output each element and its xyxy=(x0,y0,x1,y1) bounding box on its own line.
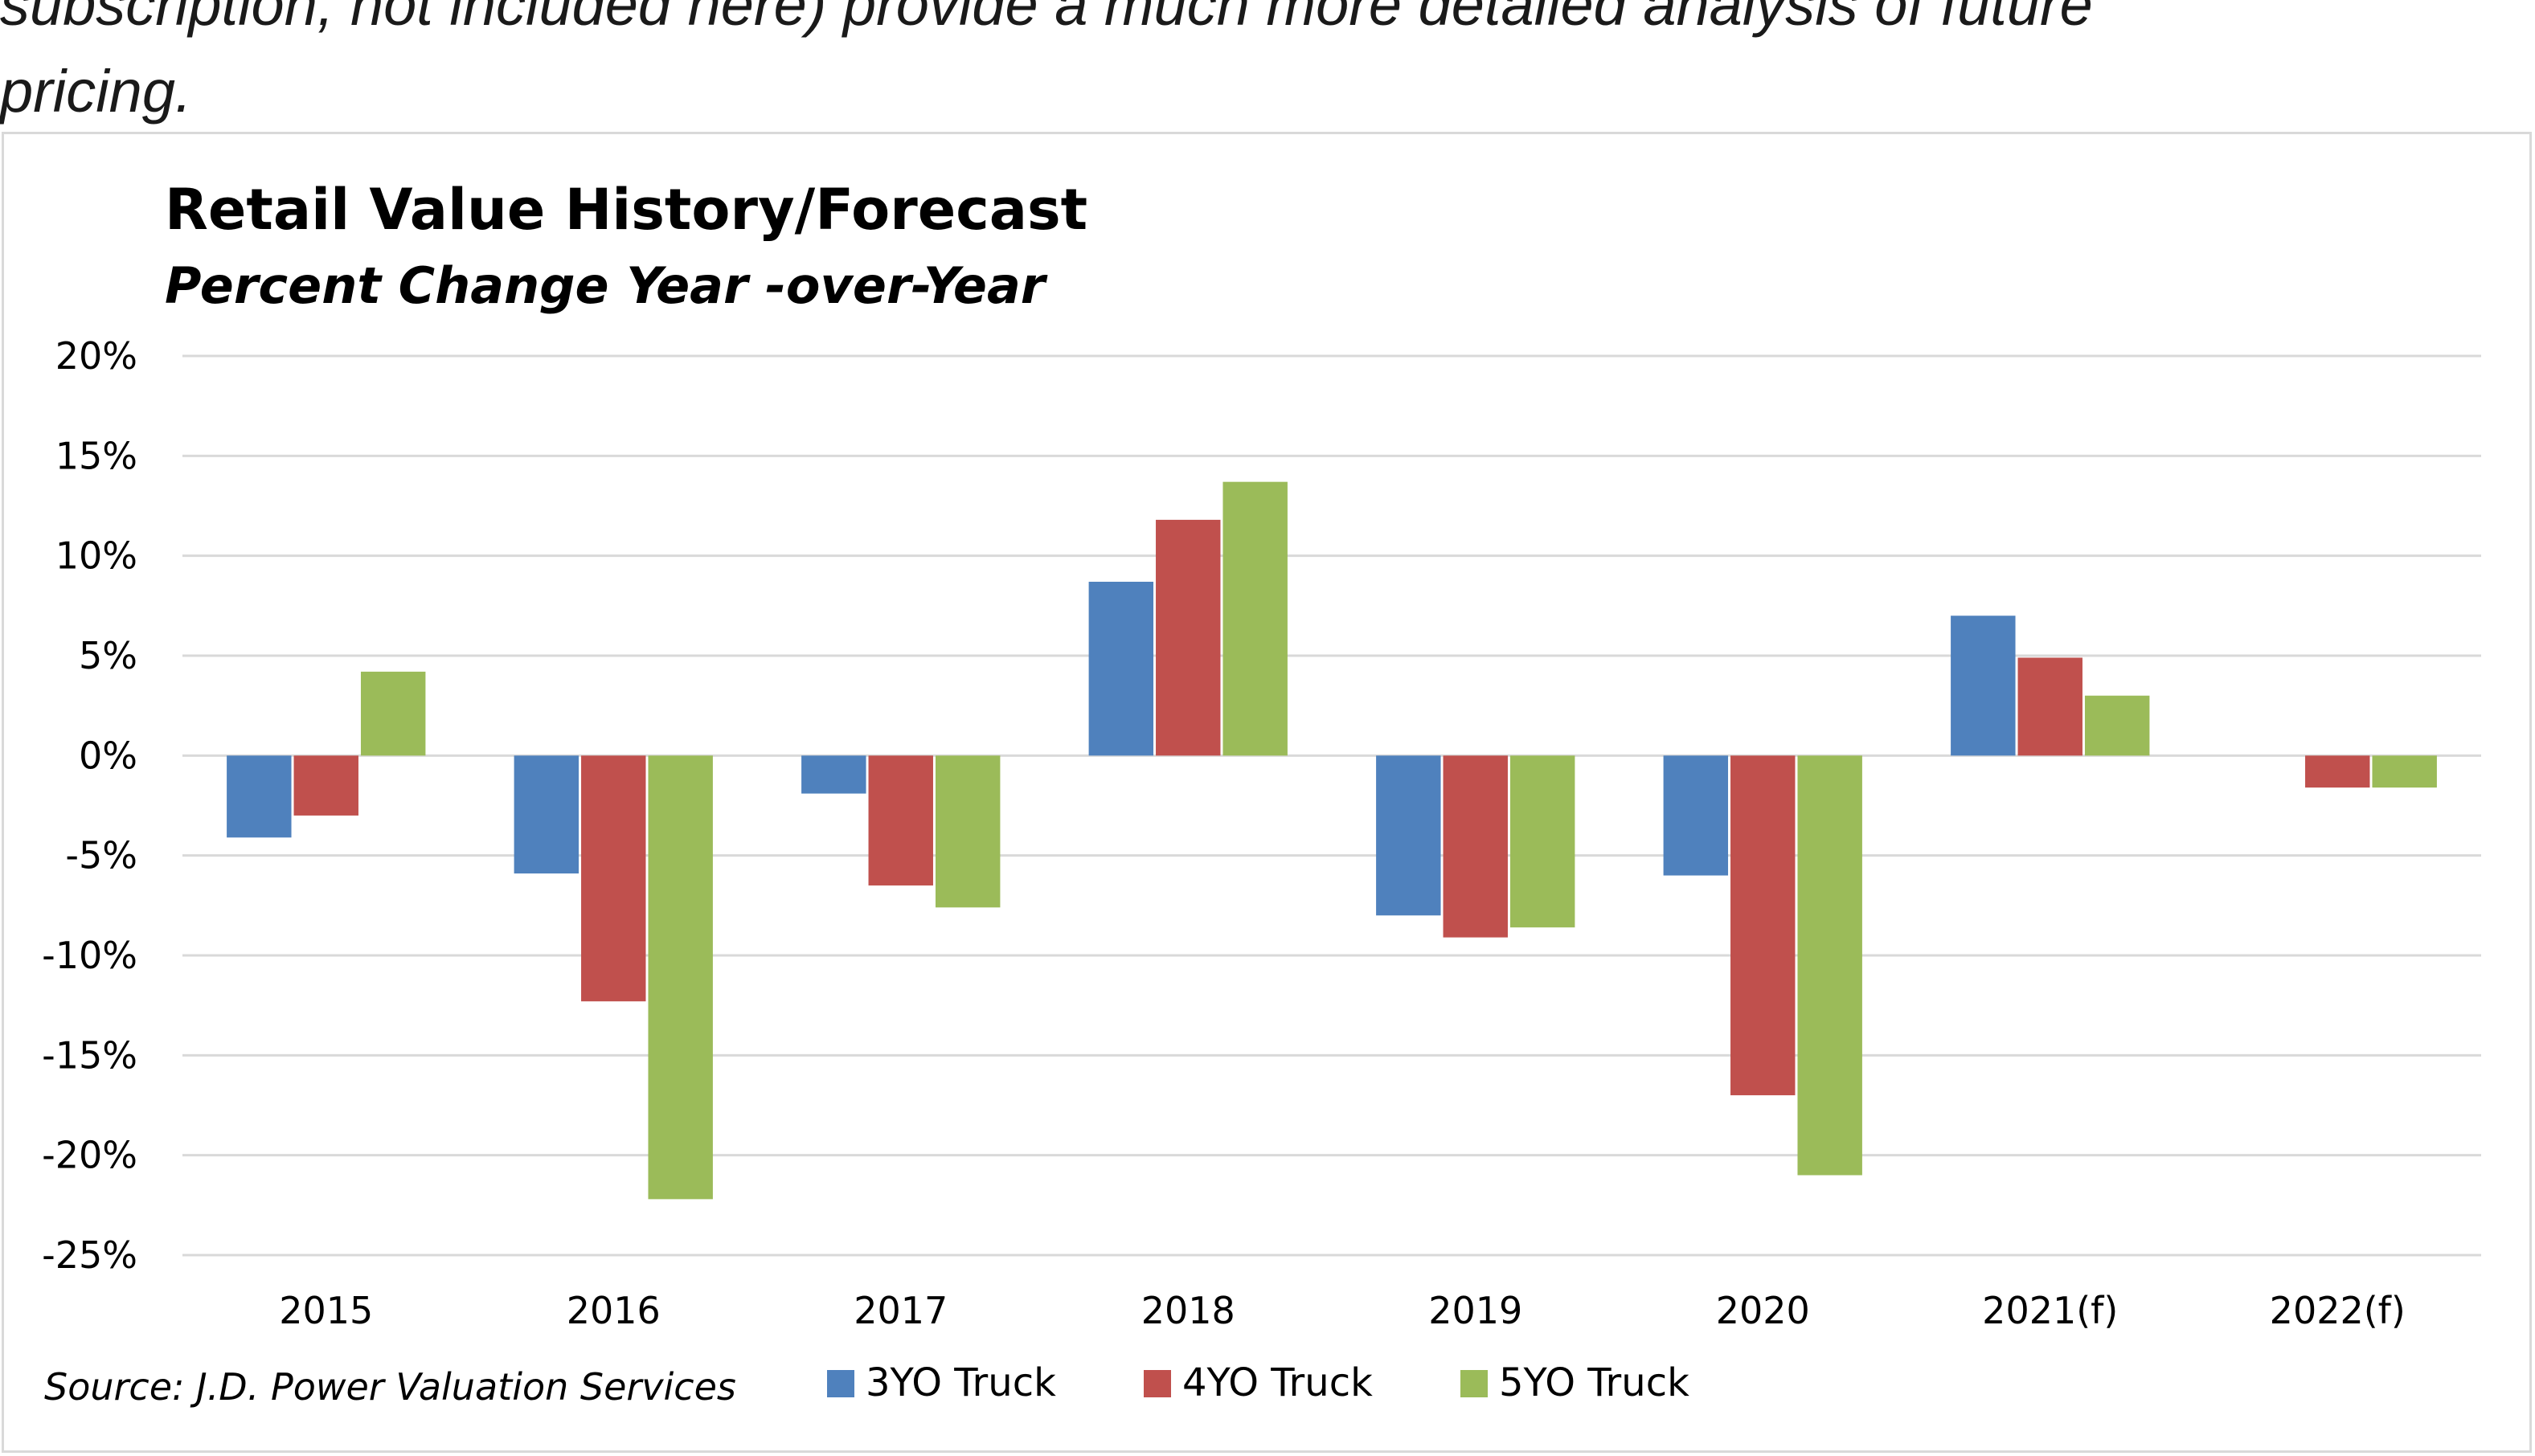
intro-paragraph: subscription, not included here) provide… xyxy=(0,0,2535,135)
x-tick-label: 2020 xyxy=(1716,1289,1810,1332)
legend-label: 3YO Truck xyxy=(866,1360,1056,1405)
bar-3yo-truck-2020 xyxy=(1663,755,1729,876)
bar-4yo-truck-2015 xyxy=(293,755,358,816)
legend: 3YO Truck 4YO Truck 5YO Truck xyxy=(827,1360,1689,1405)
chart-subtitle: Percent Change Year -over-Year xyxy=(165,256,1048,315)
bar-3yo-truck-2015 xyxy=(227,755,292,838)
bar-4yo-truck-2017 xyxy=(868,755,933,885)
y-tick-label: -10% xyxy=(42,934,137,977)
y-axis: 20% 15% 10% 5% 0% -5% -10% -15% -20% -25% xyxy=(42,334,137,1277)
bar-5yo-truck-2015 xyxy=(360,671,426,756)
y-tick-label: 20% xyxy=(55,334,137,378)
y-tick-label: -15% xyxy=(42,1033,137,1077)
y-tick-label: 10% xyxy=(55,534,137,578)
chart-source: Source: J.D. Power Valuation Services xyxy=(44,1365,736,1409)
chart-frame: Retail Value History/Forecast Percent Ch… xyxy=(2,132,2532,1453)
x-tick-label: 2018 xyxy=(1141,1289,1235,1332)
bar-4yo-truck-2019 xyxy=(1443,755,1508,938)
intro-line-1: subscription, not included here) provide… xyxy=(0,0,2093,38)
bar-5yo-truck-2016 xyxy=(648,755,713,1200)
x-tick-label: 2019 xyxy=(1428,1289,1522,1332)
bar-chart: Retail Value History/Forecast Percent Ch… xyxy=(42,177,2481,1409)
bar-4yo-truck-2021f xyxy=(2017,657,2082,756)
x-axis: 2015 2016 2017 2018 2019 2020 2021(f) 2022(f) xyxy=(279,1289,2406,1332)
x-tick-label: 2017 xyxy=(854,1289,948,1332)
y-tick-label: 5% xyxy=(79,634,137,677)
bar-5yo-truck-2022f xyxy=(2372,755,2437,788)
legend-label: 5YO Truck xyxy=(1499,1360,1689,1405)
x-tick-label: 2016 xyxy=(567,1289,661,1332)
y-tick-label: 0% xyxy=(79,734,137,777)
x-tick-label: 2021(f) xyxy=(1982,1289,2118,1332)
bar-5yo-truck-2017 xyxy=(935,755,1001,908)
bar-5yo-truck-2018 xyxy=(1222,481,1288,756)
chart-title: Retail Value History/Forecast xyxy=(165,177,1087,243)
bar-5yo-truck-2020 xyxy=(1797,755,1862,1176)
legend-swatch xyxy=(827,1370,854,1397)
bar-3yo-truck-2017 xyxy=(801,755,866,794)
y-tick-label: 15% xyxy=(55,434,137,477)
bar-3yo-truck-2021f xyxy=(1951,616,2016,756)
bars xyxy=(227,481,2437,1200)
legend-swatch xyxy=(1460,1370,1488,1397)
bar-4yo-truck-2022f xyxy=(2305,755,2370,788)
y-tick-label: -25% xyxy=(42,1233,137,1277)
bar-5yo-truck-2021f xyxy=(2084,695,2150,756)
x-tick-label: 2015 xyxy=(279,1289,373,1332)
y-tick-label: -5% xyxy=(65,834,137,877)
intro-line-2: pricing. xyxy=(0,58,192,125)
legend-label: 4YO Truck xyxy=(1182,1360,1373,1405)
bar-3yo-truck-2019 xyxy=(1376,755,1441,916)
bar-4yo-truck-2018 xyxy=(1156,519,1221,756)
bar-4yo-truck-2020 xyxy=(1730,755,1796,1096)
y-tick-label: -20% xyxy=(42,1134,137,1177)
bar-3yo-truck-2018 xyxy=(1088,581,1154,756)
x-tick-label: 2022(f) xyxy=(2270,1289,2406,1332)
bar-5yo-truck-2019 xyxy=(1509,755,1575,928)
bar-3yo-truck-2016 xyxy=(514,755,579,874)
bar-4yo-truck-2016 xyxy=(581,755,646,1002)
legend-swatch xyxy=(1144,1370,1171,1397)
